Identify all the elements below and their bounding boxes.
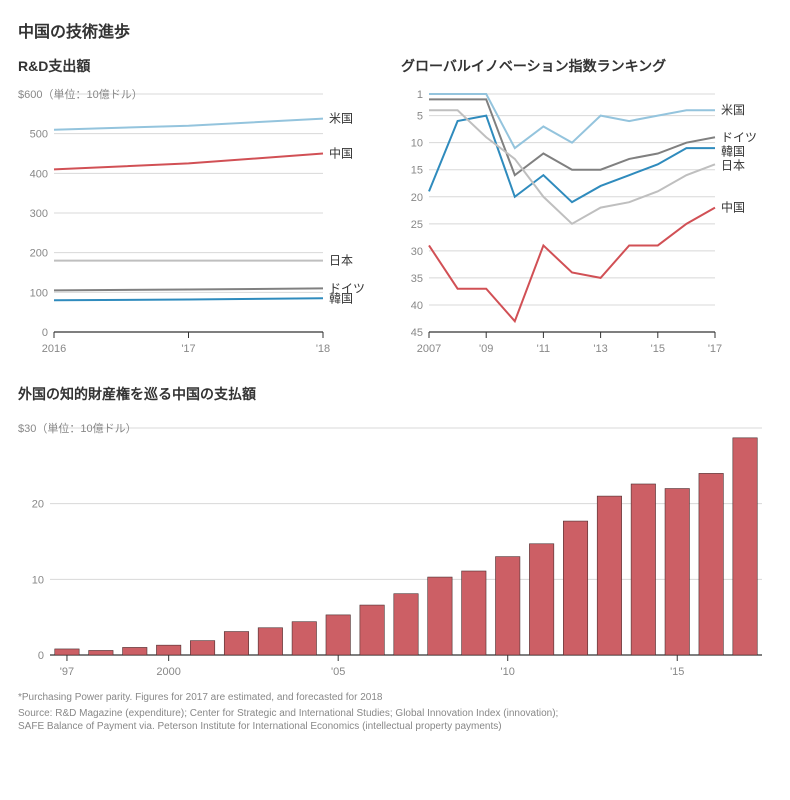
svg-text:400: 400 xyxy=(30,168,48,180)
footnote-source-1: Source: R&D Magazine (expenditure); Cent… xyxy=(18,707,772,721)
svg-text:1: 1 xyxy=(417,89,423,101)
bar xyxy=(428,577,452,655)
series-label: 米国 xyxy=(721,103,745,117)
svg-text:300: 300 xyxy=(30,208,48,220)
svg-text:'17: '17 xyxy=(708,343,722,355)
svg-text:'09: '09 xyxy=(479,343,493,355)
svg-text:'97: '97 xyxy=(60,666,74,678)
svg-text:5: 5 xyxy=(417,111,423,123)
top-row: R&D支出額 0100200300400500$600（単位：10億ドル）201… xyxy=(18,56,772,362)
svg-text:2016: 2016 xyxy=(42,343,66,355)
bar xyxy=(563,521,587,655)
bar xyxy=(733,438,757,655)
svg-text:45: 45 xyxy=(411,327,423,339)
bar xyxy=(597,496,621,655)
series-label: 韓国 xyxy=(329,291,353,305)
svg-text:'05: '05 xyxy=(331,666,345,678)
series-ドイツ xyxy=(429,99,715,175)
rd-spend-panel: R&D支出額 0 100 200 300 400 500 $600（単位：10億ドル） 201… xyxy=(18,56,383,362)
bar xyxy=(462,571,486,655)
page-title: 中国の技術進歩 xyxy=(18,18,772,42)
bar xyxy=(156,645,180,655)
ip-payments-panel: 外国の知的財産権を巡る中国の支払額 0 10 20 $30（単位：10億ドル） '97 2… xyxy=(18,384,772,685)
series-label: 米国 xyxy=(329,112,353,126)
svg-text:2000: 2000 xyxy=(156,666,180,678)
svg-text:$600（単位：10億ドル）: $600（単位：10億ドル） xyxy=(18,87,143,101)
svg-text:20: 20 xyxy=(32,499,44,511)
series-日本 xyxy=(429,110,715,224)
series-label: 韓国 xyxy=(721,144,745,158)
series-韓国 xyxy=(429,116,715,203)
svg-text:'17: '17 xyxy=(181,343,195,355)
svg-text:'15: '15 xyxy=(670,666,684,678)
bar xyxy=(258,628,282,655)
series-label: 中国 xyxy=(329,146,353,161)
svg-text:0: 0 xyxy=(38,650,44,662)
svg-text:'11: '11 xyxy=(537,343,551,355)
bar xyxy=(123,647,147,655)
footnote-ppp: *Purchasing Power parity. Figures for 20… xyxy=(18,691,772,705)
bar xyxy=(394,594,418,655)
series-中国 xyxy=(54,154,323,170)
svg-text:10: 10 xyxy=(411,138,423,150)
bar xyxy=(699,473,723,655)
bar xyxy=(190,641,214,655)
bar xyxy=(665,489,689,655)
bar xyxy=(89,650,113,655)
svg-text:15: 15 xyxy=(411,165,423,177)
svg-text:35: 35 xyxy=(411,273,423,285)
svg-text:'13: '13 xyxy=(593,343,607,355)
innovation-chart: 1510152025303540452007'09'11'13'15'17米国ド… xyxy=(401,82,771,362)
series-label: 日本 xyxy=(329,254,353,268)
svg-text:100: 100 xyxy=(30,287,48,299)
series-label: 中国 xyxy=(721,200,745,215)
bar xyxy=(224,632,248,655)
series-label: 日本 xyxy=(721,158,745,172)
series-label: ドイツ xyxy=(721,130,757,144)
innovation-panel: グローバルイノベーション指数ランキング 15101520253035404520… xyxy=(401,56,771,362)
bar xyxy=(529,544,553,655)
footnote-source-2: SAFE Balance of Payment via. Peterson In… xyxy=(18,720,772,734)
svg-text:'18: '18 xyxy=(316,343,330,355)
bar xyxy=(360,605,384,655)
series-米国 xyxy=(54,119,323,130)
svg-text:0: 0 xyxy=(42,327,48,339)
ip-payments-chart: 0 10 20 $30（単位：10億ドル） '97 2000 '05 '10 '15 xyxy=(18,410,772,685)
rd-spend-chart: 0 100 200 300 400 500 $600（単位：10億ドル） 2016 '17 '18… xyxy=(18,82,383,362)
svg-text:10: 10 xyxy=(32,574,44,586)
svg-text:40: 40 xyxy=(411,300,423,312)
series-韓国 xyxy=(54,298,323,300)
svg-text:2007: 2007 xyxy=(417,343,441,355)
series-米国 xyxy=(429,94,715,148)
svg-text:$30（単位：10億ドル）: $30（単位：10億ドル） xyxy=(18,421,137,435)
innovation-title: グローバルイノベーション指数ランキング xyxy=(401,56,771,76)
bar xyxy=(631,484,655,655)
svg-text:20: 20 xyxy=(411,192,423,204)
bar xyxy=(496,557,520,655)
svg-text:'15: '15 xyxy=(651,343,665,355)
bar xyxy=(326,615,350,655)
svg-text:200: 200 xyxy=(30,248,48,260)
bar xyxy=(55,649,79,655)
svg-text:500: 500 xyxy=(30,129,48,141)
svg-text:30: 30 xyxy=(411,246,423,258)
ip-payments-title: 外国の知的財産権を巡る中国の支払額 xyxy=(18,384,772,404)
series-ドイツ xyxy=(54,288,323,290)
svg-text:25: 25 xyxy=(411,219,423,231)
rd-spend-title: R&D支出額 xyxy=(18,56,383,76)
bar xyxy=(292,622,316,655)
svg-text:'10: '10 xyxy=(501,666,515,678)
